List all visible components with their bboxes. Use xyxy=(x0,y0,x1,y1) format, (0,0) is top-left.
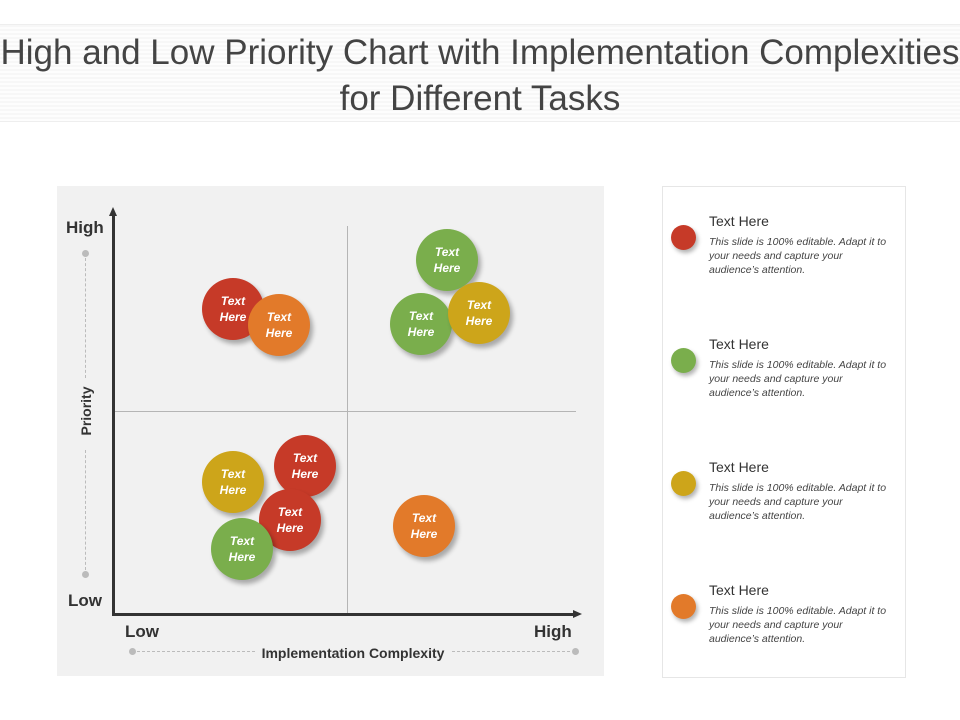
legend-panel: Text Here This slide is 100% editable. Ad… xyxy=(662,186,906,678)
legend-title: Text Here xyxy=(709,459,769,475)
horizontal-divider xyxy=(114,411,576,412)
y-low-label: Low xyxy=(68,591,102,610)
y-dash-bottom xyxy=(85,450,86,570)
legend-title: Text Here xyxy=(709,213,769,229)
bubble-label: Text Here xyxy=(276,505,304,535)
y-dash-top xyxy=(85,258,86,378)
bubble-label: Text Here xyxy=(410,511,438,541)
bubble-label: Text Here xyxy=(407,309,435,339)
bubble-label: Text Here xyxy=(465,298,493,328)
task-bubble: Text Here xyxy=(202,278,264,340)
legend-title: Text Here xyxy=(709,582,769,598)
legend-dot-icon xyxy=(671,594,696,619)
y-high-label: High xyxy=(66,218,104,237)
task-bubble: Text Here xyxy=(390,293,452,355)
y-dot-bottom xyxy=(82,571,89,578)
bubble-label: Text Here xyxy=(228,534,256,564)
y-axis xyxy=(112,214,115,616)
x-low-label: Low xyxy=(125,622,159,641)
y-axis-label: Priority xyxy=(78,386,94,436)
title-band xyxy=(0,24,960,122)
bubble-label: Text Here xyxy=(291,451,319,481)
legend-dot-icon xyxy=(671,471,696,496)
legend-title: Text Here xyxy=(709,336,769,352)
legend-desc: This slide is 100% editable. Adapt it to… xyxy=(709,605,887,645)
vertical-divider xyxy=(347,226,348,614)
task-bubble: Text Here xyxy=(393,495,455,557)
task-bubble: Text Here xyxy=(274,435,336,497)
bubble-label: Text Here xyxy=(433,245,461,275)
task-bubble: Text Here xyxy=(448,282,510,344)
bubble-label: Text Here xyxy=(219,294,247,324)
x-dash-left xyxy=(137,651,255,652)
legend-dot-icon xyxy=(671,348,696,373)
task-bubble: Text Here xyxy=(202,451,264,513)
y-dot-top xyxy=(82,250,89,257)
x-dot-left xyxy=(129,648,136,655)
legend-desc: This slide is 100% editable. Adapt it to… xyxy=(709,236,887,276)
bubble-label: Text Here xyxy=(265,310,293,340)
legend-dot-icon xyxy=(671,225,696,250)
task-bubble: Text Here xyxy=(248,294,310,356)
plot-area xyxy=(57,186,604,676)
task-bubble: Text Here xyxy=(416,229,478,291)
x-axis-label: Implementation Complexity xyxy=(261,645,445,661)
y-axis-arrow-icon xyxy=(109,207,117,216)
bubble-label: Text Here xyxy=(219,467,247,497)
legend-desc: This slide is 100% editable. Adapt it to… xyxy=(709,482,887,522)
x-axis xyxy=(112,613,574,616)
x-high-label: High xyxy=(534,622,572,641)
x-axis-arrow-icon xyxy=(573,610,582,618)
page-title: High and Low Priority Chart with Impleme… xyxy=(0,33,960,118)
legend-desc: This slide is 100% editable. Adapt it to… xyxy=(709,359,887,399)
x-dash-right xyxy=(452,651,570,652)
x-dot-right xyxy=(572,648,579,655)
task-bubble: Text Here xyxy=(211,518,273,580)
